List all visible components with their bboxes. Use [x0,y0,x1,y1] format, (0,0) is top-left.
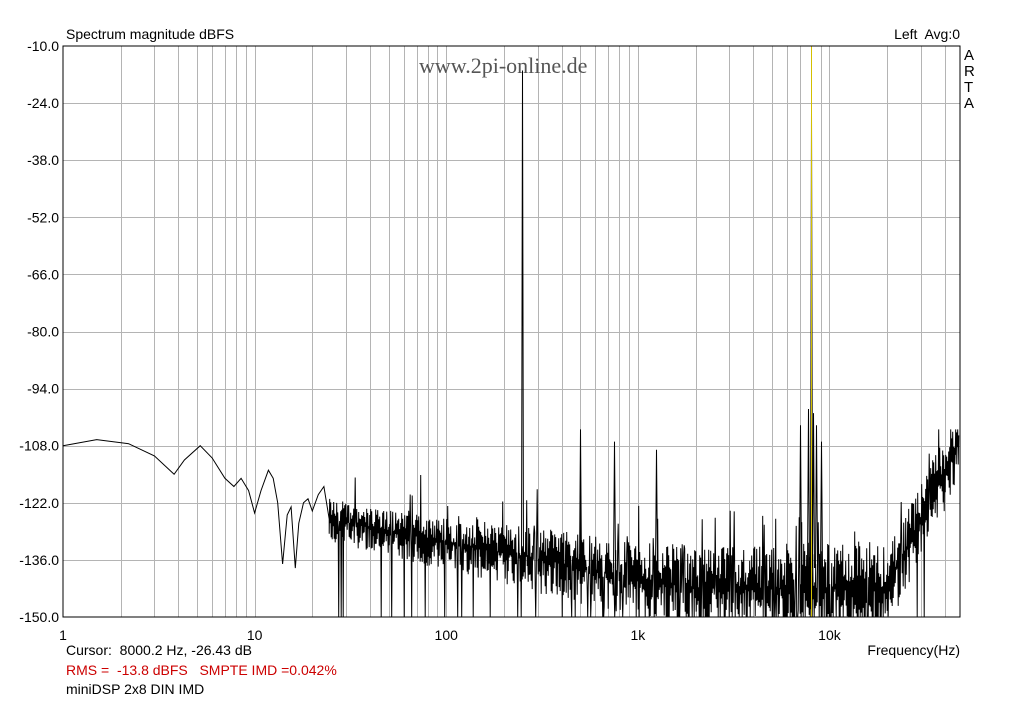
y-tick-label: -94.0 [27,381,59,397]
spectrum-trace [62,70,960,618]
y-tick-label: -10.0 [27,38,59,54]
y-tick-label: -136.0 [19,552,59,568]
noise-floor-trace [62,429,960,618]
y-tick-label: -108.0 [19,438,59,454]
x-tick-label: 1 [59,627,67,643]
y-tick-labels: -10.0 -24.0 -38.0 -52.0 -66.0 -80.0 -94.0 -108.… [19,38,59,625]
spectral-peak [807,408,810,569]
x-tick-label: 10 [247,627,263,643]
watermark: www.2pi-online.de [419,53,588,78]
channel-info: Left Avg:0 [894,26,960,42]
x-tick-label: 100 [435,627,459,643]
x-tick-labels: 1 10 100 1k 10k [59,627,842,643]
x-axis-label: Frequency(Hz) [867,642,960,658]
chart-title: Spectrum magnitude dBFS [66,26,235,42]
y-tick-label: -66.0 [27,266,59,282]
y-tick-label: -52.0 [27,209,59,225]
y-tick-label: -24.0 [27,95,59,111]
spectral-peak [799,425,802,569]
y-tick-label: -122.0 [19,495,59,511]
spectral-peak [579,429,582,569]
spectral-peak [820,441,823,569]
spectral-peak [613,441,616,569]
spectral-peak [815,425,818,569]
x-tick-label: 10k [818,627,842,643]
brand-label: A R T A [964,47,975,112]
spectral-peak [521,70,524,569]
y-tick-label: -80.0 [27,324,59,340]
spectral-peak [655,449,658,569]
y-tick-label: -38.0 [27,152,59,168]
spectral-peak [812,413,815,569]
plot-frame [62,45,961,618]
rms-readout: RMS = -13.8 dBFS SMPTE IMD =0.042% [66,662,337,678]
cursor-readout: Cursor: 8000.2 Hz, -26.43 dB [66,642,252,658]
device-label: miniDSP 2x8 DIN IMD [66,681,205,697]
y-tick-label: -150.0 [19,609,59,625]
x-tick-label: 1k [630,627,646,643]
